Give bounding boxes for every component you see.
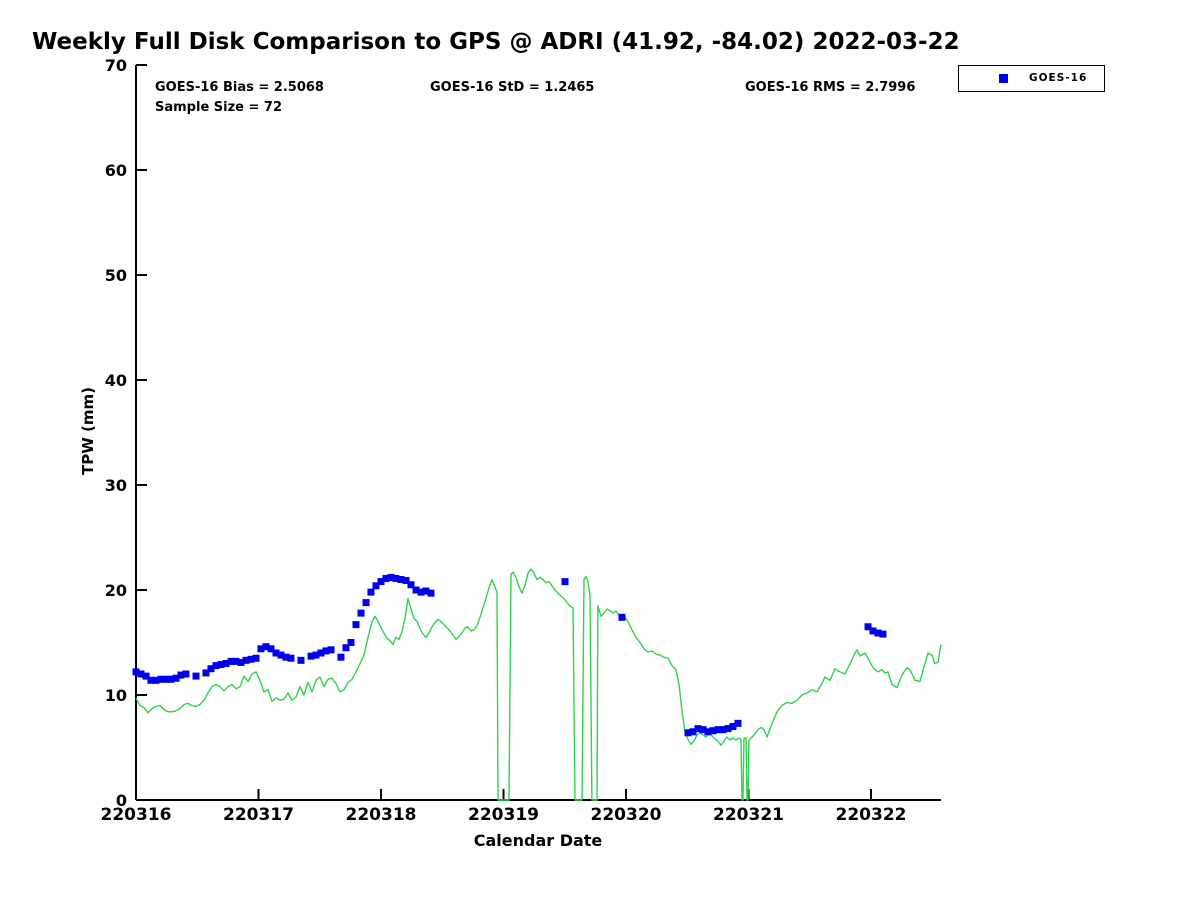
goes16-marker [242,656,250,664]
goes16-marker [272,649,280,657]
goes16-marker [307,652,315,660]
goes16-marker [352,621,360,629]
x-axis-label: Calendar Date [473,831,603,850]
goes16-marker [694,725,702,733]
goes16-marker [282,653,290,661]
goes16-marker [734,719,742,727]
goes16-marker [561,578,569,586]
y-tick-label: 70 [105,56,127,75]
y-tick-label: 0 [116,791,127,810]
goes16-marker [177,671,185,679]
y-axis-label: TPW (mm) [79,387,97,475]
goes16-marker [699,726,707,734]
goes16-marker [137,670,145,678]
goes16-marker [392,574,400,582]
y-tick-label: 60 [105,161,127,180]
goes16-marker [347,639,355,646]
goes16-marker [287,654,295,662]
goes16-marker [162,675,170,683]
goes16-marker [227,657,235,665]
goes16-marker [192,672,200,680]
goes16-marker [297,656,305,664]
x-tick-label: 220317 [223,805,294,825]
y-tick-label: 10 [105,686,127,705]
goes16-marker [874,629,882,637]
goes16-marker [207,665,215,673]
goes16-marker [222,660,230,667]
goes16-marker [257,645,265,653]
goes16-marker [277,651,285,659]
goes16-marker [684,729,692,737]
x-tick-label: 220322 [836,805,907,825]
goes16-marker [322,647,330,655]
goes16-marker [357,609,365,617]
goes16-marker [417,588,425,596]
goes16-marker [327,646,335,654]
goes16-marker [367,588,375,596]
y-tick-label: 50 [105,266,127,285]
goes16-marker [182,670,190,678]
y-tick-label: 30 [105,476,127,495]
goes16-marker [252,654,260,662]
goes16-marker [152,676,160,684]
goes16-marker [387,573,395,581]
goes16-marker [709,727,717,735]
goes16-marker [312,651,320,659]
goes16-marker [267,645,275,653]
goes16-marker [262,643,270,651]
goes16-marker [427,589,435,597]
goes16-marker [142,672,150,680]
goes16-marker [719,726,727,734]
goes16-marker [337,653,345,661]
goes16-marker [402,577,410,585]
y-tick-label: 40 [105,371,127,390]
gps-line [135,568,942,801]
goes16-marker [247,655,255,663]
x-tick-label: 220320 [591,805,662,825]
legend-label: GOES-16 [1029,72,1088,84]
goes16-marker [342,644,350,652]
goes16-marker [864,623,872,631]
chart-title: Weekly Full Disk Comparison to GPS @ ADR… [32,29,960,55]
x-tick-label: 220318 [346,805,417,825]
goes16-marker [869,627,877,635]
goes16-marker [879,630,887,638]
goes16-marker [397,576,405,583]
x-tick-label: 220319 [468,805,539,825]
goes16-marker [147,676,155,684]
goes16-marker [704,728,712,736]
y-tick-label: 20 [105,581,127,600]
stat-sample-size: Sample Size = 72 [155,100,283,115]
goes16-marker [232,657,240,665]
goes16-marker [362,599,370,607]
goes16-marker [412,586,420,594]
goes16-marker [167,675,175,683]
goes16-marker [724,725,732,733]
stat-bias: GOES-16 Bias = 2.5068 [155,80,324,95]
goes16-marker [132,668,140,676]
goes16-marker [714,726,722,734]
goes16-marker [689,728,697,736]
goes16-marker [157,675,165,683]
goes16-marker [618,613,626,621]
goes16-marker [212,662,220,670]
legend-marker-icon [999,74,1008,83]
x-tick-label: 220321 [713,805,784,825]
x-tick-label: 220316 [101,805,172,825]
stat-std: GOES-16 StD = 1.2465 [430,80,595,95]
goes16-marker [729,723,737,730]
goes16-marker [382,574,390,582]
goes16-marker [237,658,245,666]
goes16-marker [372,582,380,590]
goes16-marker [407,581,415,589]
legend-box: GOES-16 [958,65,1105,92]
goes16-marker [172,674,180,682]
goes16-marker [202,669,210,677]
goes16-marker [317,649,325,657]
goes16-marker [377,578,385,586]
goes16-marker [422,587,430,595]
stat-rms: GOES-16 RMS = 2.7996 [745,80,916,95]
goes16-marker [217,661,225,669]
